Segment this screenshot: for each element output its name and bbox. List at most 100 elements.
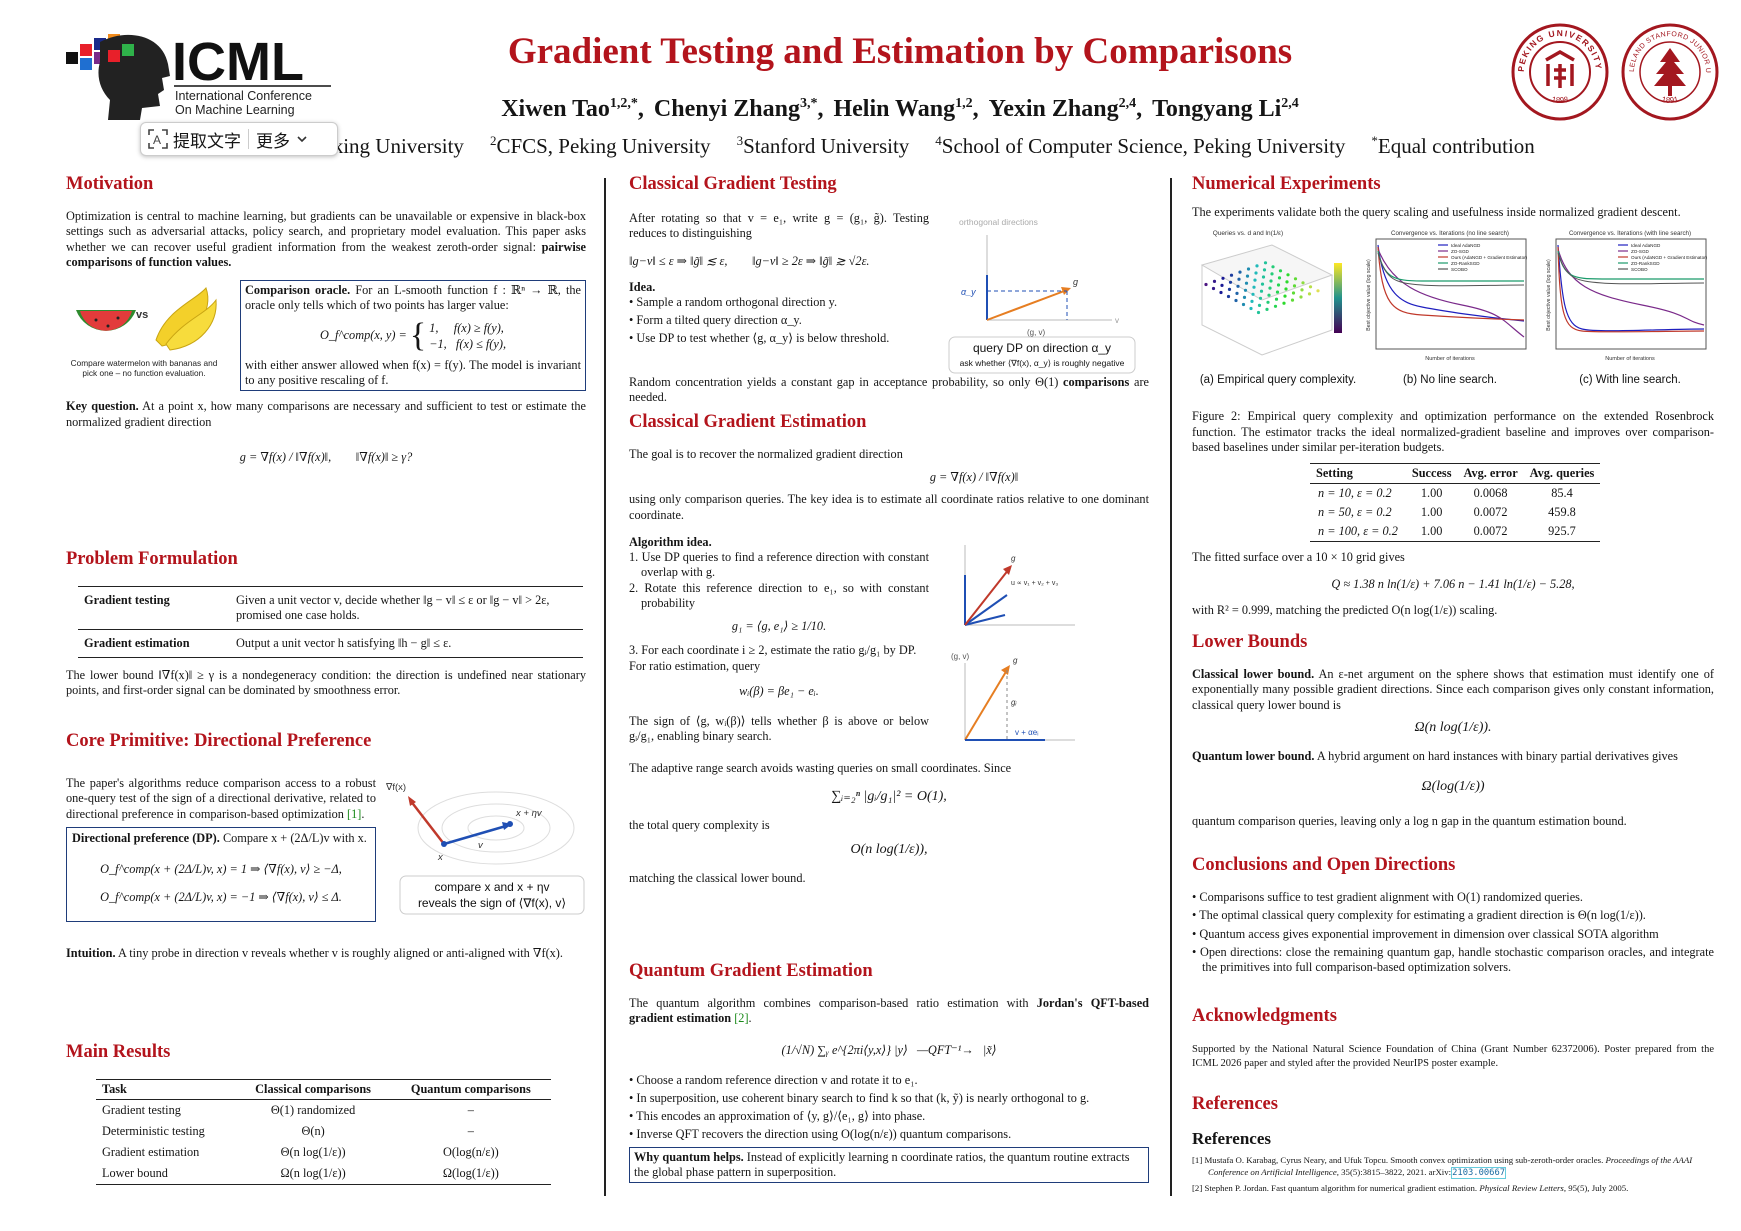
text: For an L-smooth function f : ℝⁿ → ℝ, the… [245,283,582,313]
formula: wᵢ(β) = βe₁ − eᵢ. [739,683,819,698]
paragraph: with R² = 0.999, matching the predicted … [1192,603,1498,618]
table-header-cell: Task [96,1079,236,1100]
idea-list: Sample a random orthogonal direction y. F… [629,295,929,347]
surface-dot [1220,284,1224,288]
algo-left: Algorithm idea. 1. Use DP queries to fin… [629,535,929,755]
surface-dot [1275,290,1280,294]
paragraph: The paper's algorithms reduce comparison… [66,776,376,822]
legend-entry: ZO-SGD [1631,249,1650,254]
extract-text-button[interactable]: 提取文字 [173,131,241,152]
formula: O_f^comp(x + (2Δ/L)v, x) = 1 ⇒ ⟨∇f(x), v… [100,862,342,877]
list-item: Inverse QFT recovers the direction using… [629,1127,1149,1142]
paragraph: Intuition. A tiny probe in direction v r… [66,946,586,961]
paragraph: After rotating so that v = e₁, write g =… [629,211,929,241]
reference-venue: Physical Review Letters [1479,1183,1564,1193]
surface-dot [1251,292,1255,297]
case: 1, f(x) ≥ f(y), [429,320,504,335]
table-cell: 925.7 [1523,522,1601,543]
text: Random concentration yields a constant g… [629,375,1064,389]
surface-dot [1237,277,1241,282]
surface-dots [1204,261,1320,315]
oracle-box: Comparison oracle. For an L-smooth funct… [240,280,586,392]
surface-dot [1291,291,1296,295]
quantum-list: Choose a random reference direction v an… [629,1073,1149,1143]
surface-dot [1290,298,1295,302]
surface-dot [1266,300,1270,305]
affiliation: 4School of Computer Science, Peking Univ… [935,133,1345,159]
affiliation-text: Stanford University [743,134,910,158]
author-sup: 3,* [799,96,818,111]
table-cell: Given a unit vector v, decide whether ‖g… [230,586,583,630]
logo-line1: International Conference [175,89,312,103]
estimation: Classical Gradient Estimation The goal i… [629,412,1149,892]
surface-dot [1276,283,1281,287]
section-heading: Problem Formulation [66,549,238,569]
affiliation: 2CFCS, Peking University [490,133,711,159]
author-sup: 2,4 [1118,96,1137,111]
testing-left: After rotating so that v = e₁, write g =… [629,211,929,375]
surface-dot [1243,288,1248,293]
plot-title: Convergence vs. Iterations (no line sear… [1391,230,1509,237]
step: 1. Use DP queries to find a reference di… [629,550,929,580]
table-cell: Output a unit vector h satisfying ‖h − g… [230,629,583,658]
formula: Q ≈ 1.38 n ln(1/ε) + 7.06 n − 1.41 ln(1/… [1331,577,1575,592]
surface-dot [1219,291,1223,295]
reference: [1] Mustafa O. Karabag, Cyrus Neary, and… [1192,1155,1714,1179]
citation[interactable]: [2] [734,1011,749,1026]
paragraph: quantum comparison queries, leaving only… [1192,814,1627,829]
formula: ‖g−v‖ ≤ ε ⇒ ‖g̃‖ ≲ ε, ‖g−v‖ ≥ 2ε ⇒ ‖g̃‖ … [629,253,870,268]
legend-entry: ZO-SGD [1451,249,1470,254]
surface-dot [1204,283,1208,287]
plot-title: Queries vs. d and ln(1/ε) [1213,230,1283,237]
toolbar-sep [248,129,249,149]
table-head: Task Classical comparisons Quantum compari… [96,1079,551,1100]
surface-dot [1283,294,1287,298]
logo-line2: On Machine Learning [175,103,295,117]
table-body: n = 10, ε = 0.2 1.00 0.0068 85.4 n = 50, ε =… [1310,484,1601,543]
comma: , [1136,96,1149,122]
formula: (1/√N) ∑ᵧ e^{2πi⟨y,x⟩} |y⟩ —QFT⁻¹→ |x̃⟩ [781,1042,997,1057]
paragraph: Quantum lower bound. A hybrid argument o… [1192,749,1714,764]
table-cell: Ω(n log(1/ε)) [235,1163,391,1185]
y-axis-label: Best objective value (log scale) [1366,259,1372,331]
lower-bounds: Lower Bounds Classical lower bound. An ε… [1192,632,1714,834]
table-cell: Θ(n log(1/ε)) [280,1145,346,1159]
figure-caption: reveals the sign of ⟨∇f(x), v⟩ [418,896,566,910]
figure-caption: Figure 2: Empirical query complexity and… [1192,409,1714,454]
step: 2. Rotate this reference direction to e₁… [629,580,929,611]
reference-link[interactable]: 2103.00667 [1451,1166,1507,1179]
paragraph: The experiments validate both the query … [1192,205,1681,219]
oracle-formula: O_f^comp(x, y) = { 1, f(x) ≥ f(y), −1, f(… [245,318,581,352]
comma: , [972,96,985,122]
list-item: Choose a random reference direction v an… [629,1073,1149,1088]
surface-dot [1221,276,1225,281]
primitive-row: The paper's algorithms reduce comparison… [66,776,586,926]
more-button[interactable]: 更多 [256,131,290,152]
surface-dot [1269,279,1273,283]
formula: O(n log(1/ε)), [850,842,928,858]
surface-dot [1254,271,1258,275]
text: . [361,806,365,821]
why-box: Why quantum helps. Instead of explicitly… [629,1146,1149,1183]
table-cell: Θ(1) randomized [270,1103,356,1117]
author-name: Yexin Zhang [988,96,1119,122]
reference-text: Stephen P. Jordan. Fast quantum algorith… [1204,1183,1480,1193]
x-axis-label: Number of iterations [1425,356,1475,362]
surface-dot [1300,288,1304,292]
table-header-cell: Avg. queries [1523,463,1601,485]
author: Xiwen Tao1,2,*, [501,96,650,122]
chevron [297,136,307,143]
legend-entry: Ideal AdaNGD [1631,243,1661,248]
problem: Problem Formulation Gradient testing Give… [66,549,586,704]
section-heading: Conclusions and Open Directions [1192,855,1456,875]
section-heading: Quantum Gradient Estimation [629,961,873,981]
affiliation: *Equal contribution [1371,133,1534,159]
experiments-table: Setting Success Avg. error Avg. queries n = … [1310,463,1601,543]
surface-dot [1255,264,1259,268]
citation[interactable]: [1] [347,806,362,821]
author: Yexin Zhang2,4, [989,96,1149,122]
table-cell: Ω(log(1/ε)) [390,1163,551,1185]
table-header-cell: Classical comparisons [235,1079,391,1100]
